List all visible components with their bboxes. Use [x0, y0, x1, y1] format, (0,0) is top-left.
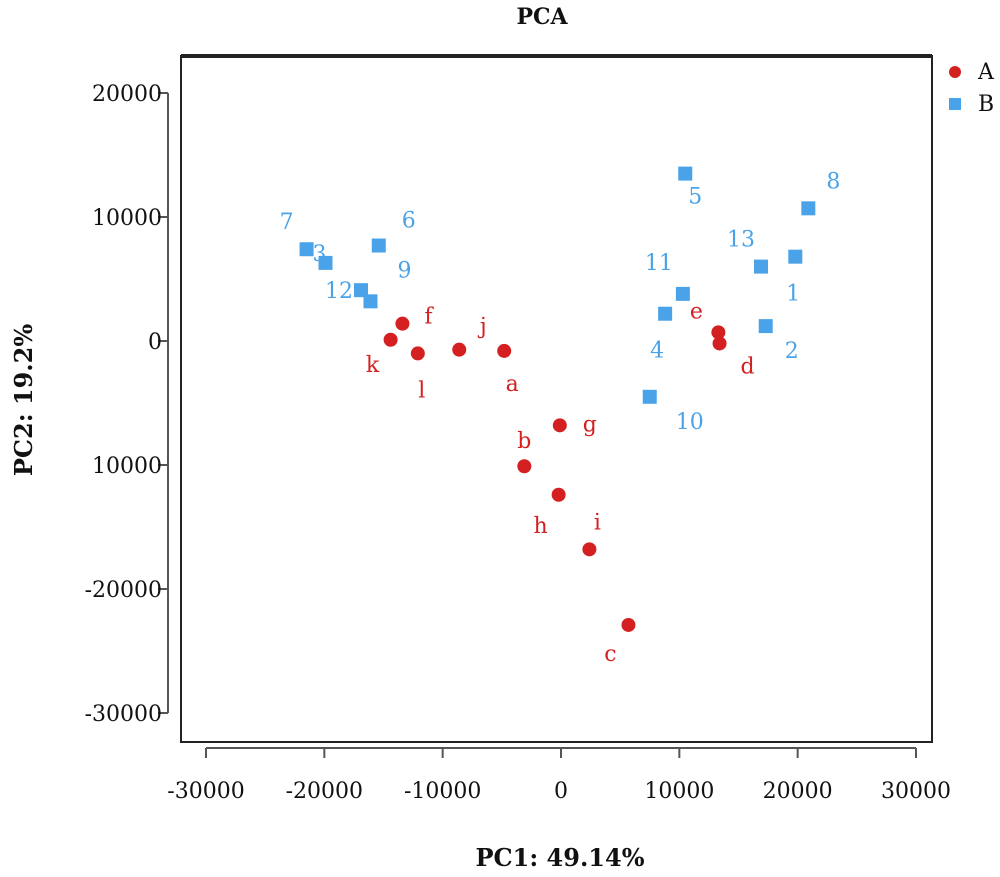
legend-label-B: B — [978, 92, 994, 117]
point-label: 9 — [397, 258, 411, 283]
point-label: 7 — [280, 210, 294, 235]
point-label: 13 — [727, 228, 755, 253]
point-A-a — [497, 343, 512, 358]
y-tick-label: 20000 — [92, 82, 162, 107]
point-label: f — [424, 305, 434, 330]
legend-marker-B — [949, 98, 961, 110]
x-axis-title: PC1: 49.14% — [475, 843, 644, 872]
point-label: 1 — [786, 282, 800, 307]
point-B-11 — [675, 286, 690, 301]
x-tick-label: -30000 — [167, 779, 244, 804]
point-A-c — [621, 617, 636, 632]
point-A-f — [395, 316, 410, 331]
point-B-2 — [758, 319, 773, 334]
point-label: a — [506, 372, 519, 397]
point-A-e — [711, 325, 726, 340]
y-axis: 20000 10000 0 10000 -20000 -30000 — [85, 82, 169, 727]
point-A-g — [552, 418, 567, 433]
point-label: e — [690, 299, 703, 324]
x-tick-label: 0 — [554, 779, 568, 804]
point-label: k — [366, 353, 380, 378]
point-label: 6 — [402, 209, 416, 234]
plot-frame-top-bar — [181, 54, 932, 58]
point-label: h — [534, 514, 548, 539]
series-A: a b c d e f g h i j k l — [366, 299, 755, 667]
point-A-b — [517, 459, 532, 474]
plot-frame — [180, 55, 933, 743]
point-B-7 — [299, 242, 314, 257]
point-B-12 — [354, 283, 369, 298]
point-B-13 — [753, 259, 768, 274]
x-axis: -30000 -20000 -10000 0 10000 20000 30000 — [167, 747, 951, 804]
x-tick-label: 30000 — [881, 779, 951, 804]
point-label: 12 — [325, 279, 353, 304]
point-label: b — [517, 429, 531, 454]
point-B-1 — [788, 249, 803, 264]
point-label: 3 — [313, 242, 327, 267]
legend: AB — [949, 60, 995, 117]
y-tick-label: -20000 — [85, 578, 162, 603]
point-label: c — [604, 642, 616, 667]
point-label: 11 — [645, 251, 673, 276]
point-B-4 — [658, 306, 673, 321]
legend-label-A: A — [977, 60, 995, 85]
point-label: g — [583, 412, 597, 437]
point-B-3 — [318, 255, 333, 270]
y-axis-title: PC2: 19.2% — [9, 324, 38, 477]
point-label: 8 — [826, 169, 840, 194]
y-tick-label: -30000 — [85, 702, 162, 727]
point-B-10 — [642, 389, 657, 404]
point-label: 5 — [688, 185, 702, 210]
y-tick-label: 10000 — [92, 206, 162, 231]
point-label: j — [477, 315, 487, 340]
point-label: 4 — [650, 339, 664, 364]
point-A-l — [410, 346, 425, 361]
y-tick-label: 0 — [148, 330, 162, 355]
x-tick-label: 10000 — [644, 779, 714, 804]
x-tick-label: -10000 — [404, 779, 481, 804]
point-label: i — [594, 510, 601, 535]
point-A-h — [551, 487, 566, 502]
point-label: 10 — [676, 410, 704, 435]
point-A-d — [712, 336, 727, 351]
x-tick-label: 20000 — [763, 779, 833, 804]
point-label: l — [418, 378, 425, 403]
y-tick-label: 10000 — [92, 454, 162, 479]
point-B-8 — [801, 201, 816, 216]
point-B-9 — [363, 294, 378, 309]
point-A-i — [582, 542, 597, 557]
legend-marker-A — [949, 66, 961, 78]
point-A-k — [383, 332, 398, 347]
chart-title: PCA — [516, 4, 568, 30]
point-label: 2 — [785, 339, 799, 364]
x-tick-label: -20000 — [286, 779, 363, 804]
point-B-6 — [371, 238, 386, 253]
point-B-5 — [678, 166, 693, 181]
point-label: d — [741, 354, 755, 379]
point-A-j — [452, 342, 467, 357]
